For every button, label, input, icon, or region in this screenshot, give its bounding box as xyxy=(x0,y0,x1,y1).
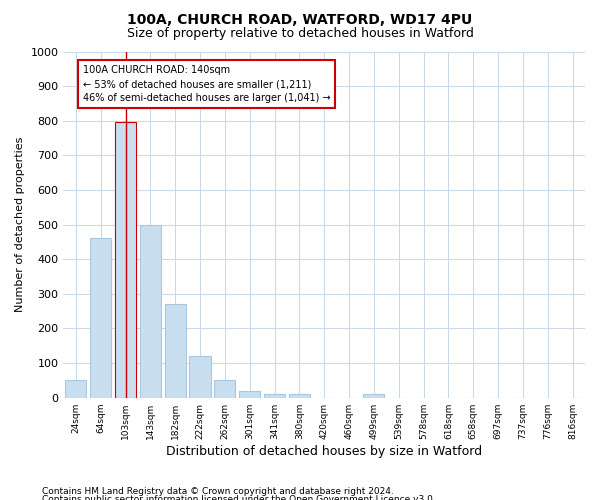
Bar xyxy=(239,391,260,398)
Text: Contains public sector information licensed under the Open Government Licence v3: Contains public sector information licen… xyxy=(42,495,436,500)
Bar xyxy=(214,380,235,398)
Bar xyxy=(140,224,161,398)
Bar xyxy=(90,238,111,398)
Text: 100A, CHURCH ROAD, WATFORD, WD17 4PU: 100A, CHURCH ROAD, WATFORD, WD17 4PU xyxy=(127,12,473,26)
Bar xyxy=(115,122,136,398)
Bar xyxy=(164,304,186,398)
Bar xyxy=(364,394,385,398)
X-axis label: Distribution of detached houses by size in Watford: Distribution of detached houses by size … xyxy=(166,444,482,458)
Bar xyxy=(65,380,86,398)
Y-axis label: Number of detached properties: Number of detached properties xyxy=(15,137,25,312)
Bar xyxy=(264,394,285,398)
Text: 100A CHURCH ROAD: 140sqm
← 53% of detached houses are smaller (1,211)
46% of sem: 100A CHURCH ROAD: 140sqm ← 53% of detach… xyxy=(83,66,331,104)
Text: Size of property relative to detached houses in Watford: Size of property relative to detached ho… xyxy=(127,28,473,40)
Text: Contains HM Land Registry data © Crown copyright and database right 2024.: Contains HM Land Registry data © Crown c… xyxy=(42,488,394,496)
Bar xyxy=(190,356,211,398)
Bar xyxy=(289,394,310,398)
